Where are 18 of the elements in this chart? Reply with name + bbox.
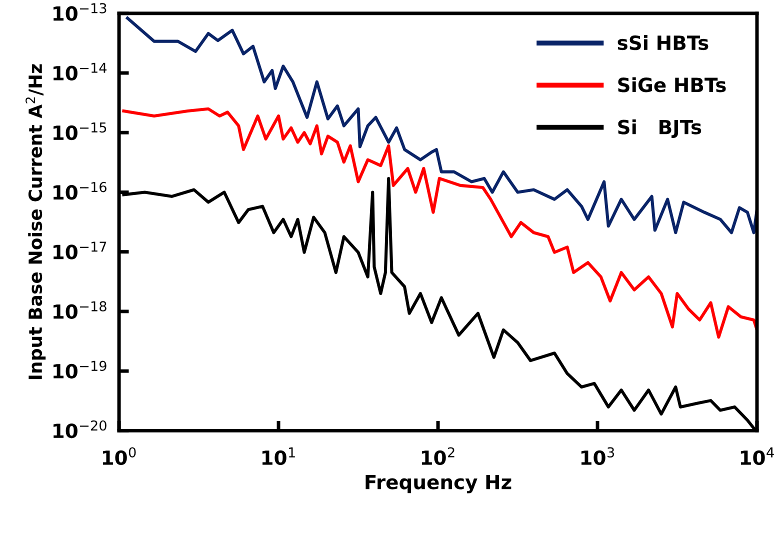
y-axis-title: Input Base Noise Current A$^{2}$/Hz bbox=[26, 64, 46, 380]
x-tick-label: 10$^{2}$ bbox=[422, 447, 454, 466]
y-tick-label: 10$^{−14}$ bbox=[54, 62, 107, 81]
x-tick-label: 10$^{1}$ bbox=[262, 447, 295, 466]
y-tick-label: 10$^{−16}$ bbox=[54, 182, 106, 200]
y-tick-label: 10$^{−18}$ bbox=[54, 301, 106, 319]
x-tick-label: 10$^{0}$ bbox=[102, 447, 136, 466]
x-axis-title: Frequency Hz bbox=[366, 474, 512, 494]
legend-label: SiGe HBTs bbox=[618, 77, 726, 92]
y-tick-label: 10$^{−17}$ bbox=[54, 242, 106, 260]
y-tick-label: 10$^{−20}$ bbox=[54, 420, 106, 438]
x-tick-label: 10$^{3}$ bbox=[581, 447, 614, 466]
legend-label: Si BJTs bbox=[618, 119, 702, 138]
y-tick-label: 10$^{−15}$ bbox=[54, 122, 106, 140]
x-tick-label: 10$^{4}$ bbox=[740, 447, 774, 466]
y-tick-label: 10$^{−19}$ bbox=[54, 360, 106, 379]
legend-label: sSi HBTs bbox=[618, 35, 708, 50]
y-tick-label: 10$^{−13}$ bbox=[54, 3, 106, 21]
